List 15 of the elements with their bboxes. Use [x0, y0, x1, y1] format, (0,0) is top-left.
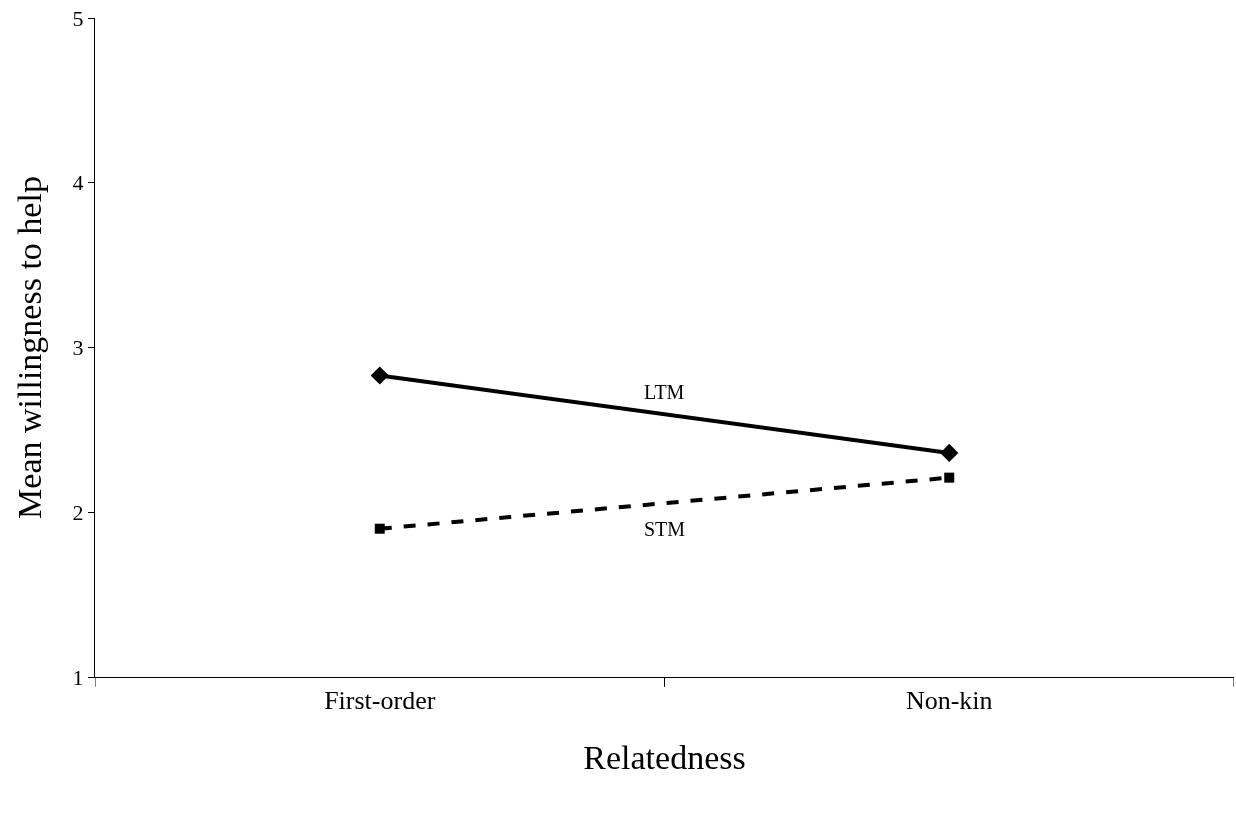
y-tick-label: 1 — [72, 664, 84, 690]
point — [940, 443, 959, 463]
y-axis-title: Mean willingness to help — [11, 176, 49, 519]
series-label: LTM — [644, 381, 685, 403]
y-tick-label: 4 — [72, 170, 84, 196]
x-tick-label: Non-kin — [905, 686, 993, 716]
series-label: STM — [644, 518, 686, 540]
y-tick-label: 3 — [72, 335, 84, 361]
y-tick-label: 5 — [72, 5, 84, 31]
point — [370, 366, 389, 385]
point — [944, 472, 955, 483]
x-tick-label: First-order — [324, 686, 436, 716]
y-tick-label: 2 — [72, 499, 84, 525]
x-axis-title: Relatedness — [583, 738, 746, 776]
point — [374, 523, 385, 534]
